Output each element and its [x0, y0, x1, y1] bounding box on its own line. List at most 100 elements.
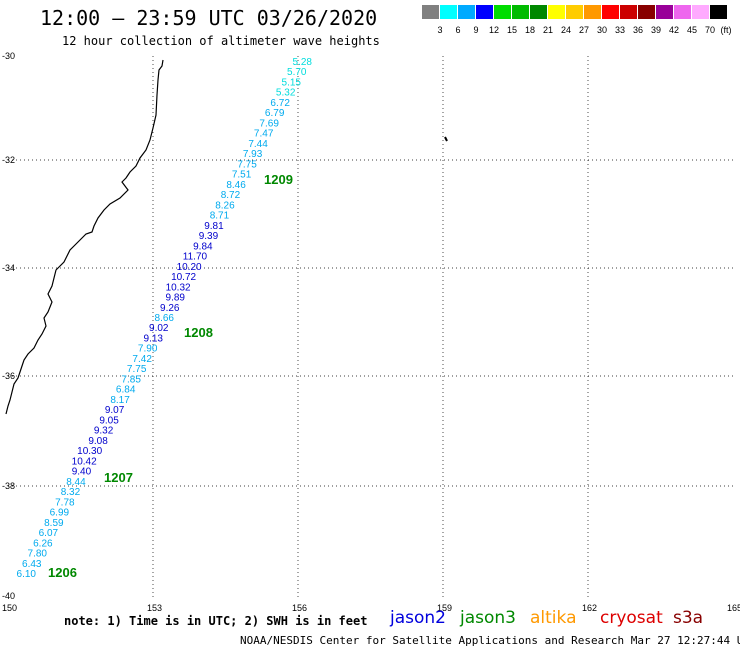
wave-height-value: 10.32: [166, 282, 191, 293]
longitude-label: 165: [727, 603, 740, 613]
color-scale-label: 3: [437, 25, 443, 35]
wave-height-value: 7.69: [259, 118, 279, 129]
wave-height-value: 8.44: [66, 477, 86, 488]
color-scale-label: 18: [524, 25, 535, 35]
wave-height-value: 9.02: [149, 323, 169, 334]
wave-height-value: 5.28: [293, 57, 313, 68]
wave-height-value: 6.99: [50, 508, 70, 519]
wave-height-value: 6.26: [33, 538, 53, 549]
wave-height-value: 7.78: [55, 497, 75, 508]
track-time-label: 1208: [184, 325, 213, 340]
wave-height-value: 10.72: [171, 272, 196, 283]
latitude-label: -36: [2, 371, 15, 381]
wave-height-value: 6.43: [22, 559, 42, 570]
wave-height-value: 9.26: [160, 303, 180, 314]
wave-height-value: 8.26: [215, 200, 235, 211]
island-mark: [444, 136, 448, 142]
wave-height-value: 5.32: [276, 88, 296, 99]
wave-height-value: 7.42: [132, 354, 152, 365]
wave-height-value: 6.72: [270, 98, 290, 109]
wave-height-value: 7.51: [232, 170, 252, 181]
wave-height-value: 9.84: [193, 241, 213, 252]
wave-height-value: 7.85: [121, 374, 141, 385]
wave-height-value: 9.32: [94, 426, 114, 437]
color-swatch: [620, 5, 637, 19]
footer-note: note: 1) Time is in UTC; 2) SWH is in fe…: [64, 614, 368, 628]
wave-height-value: 7.75: [127, 364, 147, 375]
wave-height-value: 10.42: [72, 456, 97, 467]
longitude-label: 159: [437, 603, 452, 613]
wave-height-value: 8.72: [221, 190, 241, 201]
wave-height-value: 7.44: [248, 139, 268, 150]
wave-height-value: 6.79: [265, 108, 285, 119]
wave-height-value: 9.05: [99, 415, 119, 426]
color-swatch: [530, 5, 547, 19]
wave-height-value: 7.93: [243, 149, 263, 160]
color-scale-label: 70: [704, 25, 715, 35]
wave-height-value: 9.81: [204, 221, 224, 232]
wave-height-value: 10.30: [77, 446, 102, 457]
wave-height-value: 9.13: [144, 334, 164, 345]
satellite-label-cryosat: cryosat: [600, 608, 663, 628]
wave-height-value: 5.15: [282, 78, 302, 89]
latitude-label: -38: [2, 481, 15, 491]
color-swatch: [566, 5, 583, 19]
color-scale-label: 21: [542, 25, 553, 35]
map-grid: -30 -32 -34 -36 -38 -40 150 153 156 159 162 165: [2, 51, 740, 613]
color-swatch: [422, 5, 439, 19]
color-swatch: [476, 5, 493, 19]
wave-height-value: 6.84: [116, 385, 136, 396]
color-swatch: [674, 5, 691, 19]
color-swatch: [512, 5, 529, 19]
color-scale-label: 27: [578, 25, 589, 35]
wave-height-value: 8.17: [110, 395, 130, 406]
color-scale-label: 30: [596, 25, 607, 35]
track-time-label: 1209: [264, 172, 293, 187]
wave-height-value: 8.46: [226, 180, 246, 191]
wave-height-value: 11.70: [183, 252, 208, 263]
altimeter-track: 5.285.705.155.326.726.797.697.477.447.93…: [17, 57, 313, 580]
color-swatch: [548, 5, 565, 19]
satellite-label-s3a: s3a: [673, 608, 704, 628]
wave-height-value: 8.71: [210, 211, 230, 222]
page-title: 12:00 — 23:59 UTC 03/26/2020: [40, 6, 378, 30]
color-swatch: [494, 5, 511, 19]
wave-height-value: 7.80: [28, 549, 48, 560]
page-subtitle: 12 hour collection of altimeter wave hei…: [62, 34, 380, 48]
latitude-label: -30: [2, 51, 15, 61]
color-scale-label: 15: [506, 25, 517, 35]
wave-height-value: 8.66: [155, 313, 175, 324]
color-swatch: [440, 5, 457, 19]
color-scale-label: 42: [668, 25, 679, 35]
track-time-label: 1206: [48, 565, 77, 580]
wave-height-value: 9.08: [88, 436, 108, 447]
longitude-label: 156: [292, 603, 307, 613]
color-swatch: [638, 5, 655, 19]
satellite-label-jason3: jason3: [460, 608, 516, 628]
wave-height-value: 7.75: [237, 159, 257, 170]
color-swatch: [458, 5, 475, 19]
latitude-label: -34: [2, 263, 15, 273]
wave-height-value: 9.89: [166, 293, 186, 304]
wave-height-value: 10.20: [177, 262, 202, 273]
color-scale-label: 12: [488, 25, 499, 35]
color-swatch: [656, 5, 673, 19]
longitude-label: 153: [147, 603, 162, 613]
wave-height-value: 7.47: [254, 129, 274, 140]
wave-height-value: 9.40: [72, 467, 92, 478]
color-scale-label: 9: [473, 25, 479, 35]
wave-height-value: 7.90: [138, 344, 158, 355]
wave-height-value: 6.10: [17, 569, 37, 580]
latitude-label: -40: [2, 591, 15, 601]
satellite-label-altika: altika: [530, 608, 577, 628]
satellite-label-jason2: jason2: [390, 608, 446, 628]
wave-height-value: 9.39: [199, 231, 219, 242]
color-scale-label: 36: [632, 25, 643, 35]
longitude-label: 150: [2, 603, 17, 613]
color-swatch: [602, 5, 619, 19]
color-scale-label: 24: [560, 25, 571, 35]
color-swatch: [584, 5, 601, 19]
wave-height-value: 5.70: [287, 67, 307, 78]
